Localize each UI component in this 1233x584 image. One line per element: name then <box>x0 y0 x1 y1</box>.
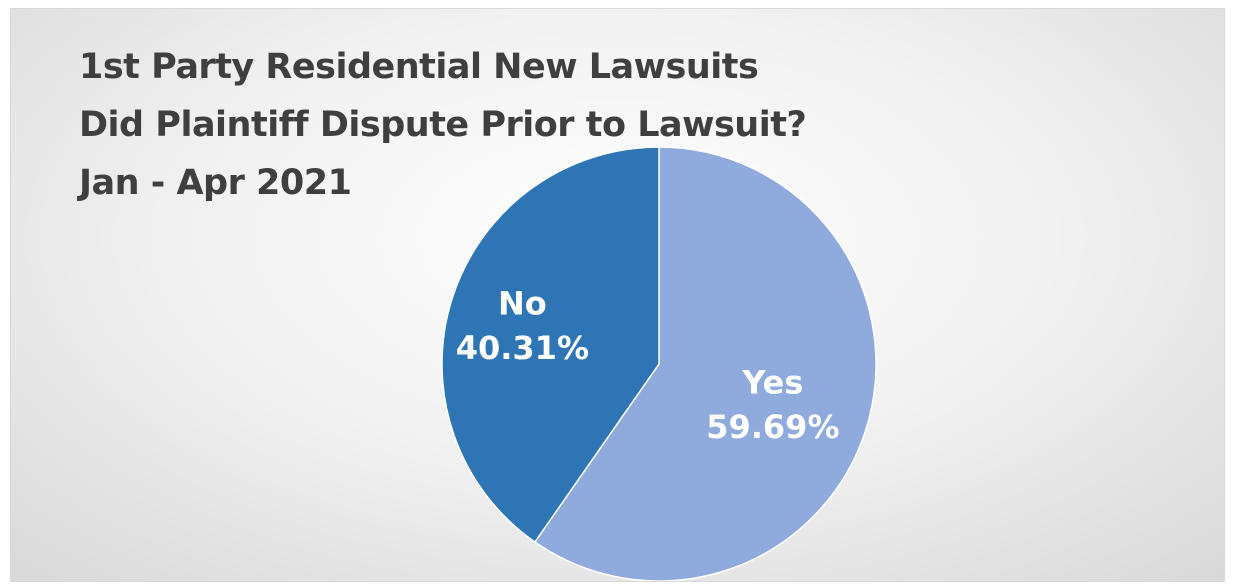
slice-category-label-no: No <box>498 285 547 323</box>
pie-slice-no <box>441 146 660 544</box>
chart-title-line-2: Did Plaintiff Dispute Prior to Lawsuit? <box>79 105 807 145</box>
slice-value-label-yes: 59.69% <box>706 408 839 446</box>
chart-title-line-3: Jan - Apr 2021 <box>79 163 352 203</box>
chart-title-line-1: 1st Party Residential New Lawsuits <box>79 47 759 87</box>
pie-slice-yes <box>533 146 877 581</box>
chart-area: 1st Party Residential New Lawsuits Did P… <box>10 8 1225 582</box>
pie-chart: Yes 59.69% No 40.31% <box>441 146 877 581</box>
slice-value-label-no: 40.31% <box>456 329 589 367</box>
slice-category-label-yes: Yes <box>741 363 803 401</box>
